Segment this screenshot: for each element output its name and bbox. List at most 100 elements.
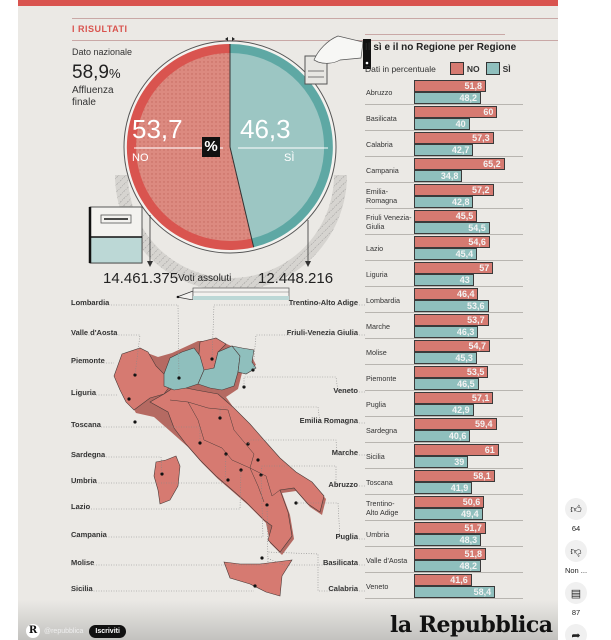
- pie-no-value: 53,7: [132, 114, 183, 144]
- bar-row: Liguria 57 43: [365, 261, 523, 287]
- like-count: 64: [571, 524, 581, 533]
- share-button[interactable]: ➦: [565, 624, 587, 640]
- si-absolute-votes: 12.448.216: [258, 270, 334, 287]
- map-label-left: Valle d'Aosta: [71, 328, 118, 337]
- region-name: Abruzzo: [366, 87, 393, 97]
- map-label-right: Abruzzo: [328, 480, 358, 489]
- turnout-value: 58,9%: [72, 62, 121, 84]
- infographic-panel: I RISULTATI Dato nazionale 58,9% Affluen…: [18, 0, 558, 640]
- top-accent-bar: [18, 0, 558, 6]
- bar-no: 53,7: [414, 314, 489, 326]
- legend-no-swatch: [449, 62, 464, 75]
- no-absolute-votes: 14.461.375: [103, 270, 179, 287]
- bar-row: Calabria 57,3 42,7: [365, 131, 523, 157]
- subscribe-button[interactable]: Iscriviti: [89, 624, 126, 638]
- bar-row: Puglia 57,1 42,9: [365, 391, 523, 417]
- map-label-right: Calabria: [328, 584, 358, 593]
- bar-no: 61: [414, 444, 499, 456]
- region-name: Valle d'Aosta: [366, 555, 408, 565]
- bar-chart-rows: Abruzzo 51,8 48,2 Basilicata 60 40 Calabria 57,…: [365, 79, 523, 599]
- bar-no: 65,2: [414, 158, 505, 170]
- share-icon: ➦: [571, 629, 581, 640]
- region-name: Sicilia: [366, 451, 385, 461]
- bar-si: 54,5: [414, 222, 490, 234]
- region-name: Lazio: [366, 243, 384, 253]
- map-label-left: Piemonte: [71, 356, 105, 365]
- bar-no: 54,6: [414, 236, 490, 248]
- bar-row: Trentino- Alto Adige 50,6 49,4: [365, 495, 523, 521]
- region-name: Piemonte: [366, 373, 397, 383]
- bar-si: 48,2: [414, 560, 481, 572]
- national-label: Dato nazionale: [72, 47, 133, 57]
- map-label-left: Umbria: [71, 476, 97, 485]
- bar-row: Veneto 41,6 58,4: [365, 573, 523, 599]
- turnout-number: 58,9: [72, 62, 109, 83]
- bar-no: 51,7: [414, 522, 486, 534]
- repubblica-logo: la Repubblica: [390, 612, 553, 638]
- region-name: Emilia- Romagna: [366, 187, 398, 205]
- region-name: Lombardia: [366, 295, 400, 305]
- map-label-right: Friuli-Venezia Giulia: [286, 328, 358, 337]
- thumbs-up-icon: 👍︎: [570, 503, 582, 516]
- region-name: Sardegna: [366, 425, 398, 435]
- bar-si: 45,3: [414, 352, 477, 364]
- bar-si: 42,9: [414, 404, 474, 416]
- turnout-label-2: finale: [72, 97, 96, 108]
- bar-row: Marche 53,7 46,3: [365, 313, 523, 339]
- bar-row: Campania 65,2 34,8: [365, 157, 523, 183]
- channel-avatar[interactable]: R: [26, 624, 40, 638]
- region-name: Toscana: [366, 477, 393, 487]
- comment-count: 87: [571, 608, 581, 617]
- legend-si-label: SÌ: [502, 63, 511, 74]
- bar-no: 54,7: [414, 340, 491, 352]
- legend-no-label: NO: [466, 63, 480, 74]
- bar-row: Toscana 58,1 41,9: [365, 469, 523, 495]
- bar-row: Friuli Venezia- Giulia 45,5 54,5: [365, 209, 523, 235]
- channel-info: R @repubblica Iscriviti: [26, 624, 126, 638]
- divider: [72, 18, 558, 19]
- region-name: Calabria: [366, 139, 393, 149]
- italy-map: [71, 304, 365, 597]
- region-name: Marche: [366, 321, 390, 331]
- bar-chart-title: Il sì e il no Regione per Regione: [365, 42, 517, 53]
- region-name: Umbria: [366, 529, 390, 539]
- comments-button[interactable]: ▤: [565, 582, 587, 604]
- map-label-right: Trentino-Alto Adige: [288, 298, 358, 307]
- bar-row: Sicilia 61 39: [365, 443, 523, 469]
- map-label-right: Puglia: [335, 532, 358, 541]
- percent-symbol: %: [202, 137, 220, 157]
- bar-si: 42,7: [414, 144, 474, 156]
- map-label-left: Liguria: [71, 388, 97, 397]
- bar-row: Lazio 54,6 45,4: [365, 235, 523, 261]
- dislike-label: Non ...: [564, 566, 588, 575]
- bar-no: 58,1: [414, 470, 495, 482]
- section-title: I RISULTATI: [72, 24, 128, 34]
- legend-si-swatch: [485, 62, 500, 75]
- bar-si: 40,6: [414, 430, 471, 442]
- map-label-right: Marche: [331, 448, 358, 457]
- region-name: Liguria: [366, 269, 388, 279]
- region-name: Friuli Venezia- Giulia: [366, 213, 412, 231]
- bar-row: Sardegna 59,4 40,6: [365, 417, 523, 443]
- divider: [365, 34, 505, 35]
- bar-no: 51,8: [414, 80, 486, 92]
- bar-row: Abruzzo 51,8 48,2: [365, 79, 523, 105]
- bar-si: 48,2: [414, 92, 481, 104]
- bar-no: 57: [414, 262, 494, 274]
- pie-no-label: NO: [132, 152, 149, 164]
- map-label-left: Molise: [71, 558, 95, 567]
- channel-handle[interactable]: @repubblica: [44, 627, 84, 635]
- bar-no: 60: [414, 106, 498, 118]
- bar-si: 42,8: [414, 196, 474, 208]
- bar-no: 41,6: [414, 574, 472, 586]
- shadow-arc: [115, 175, 347, 291]
- comment-icon: ▤: [570, 587, 582, 600]
- absolute-votes-label: Voti assoluti: [178, 273, 232, 284]
- map-label-right: Basilicata: [322, 558, 358, 567]
- bar-no: 53,5: [414, 366, 489, 378]
- like-button[interactable]: 👍︎: [565, 498, 587, 520]
- bar-si: 48,3: [414, 534, 482, 546]
- dislike-button[interactable]: 👎︎: [565, 540, 587, 562]
- bar-si: 45,4: [414, 248, 478, 260]
